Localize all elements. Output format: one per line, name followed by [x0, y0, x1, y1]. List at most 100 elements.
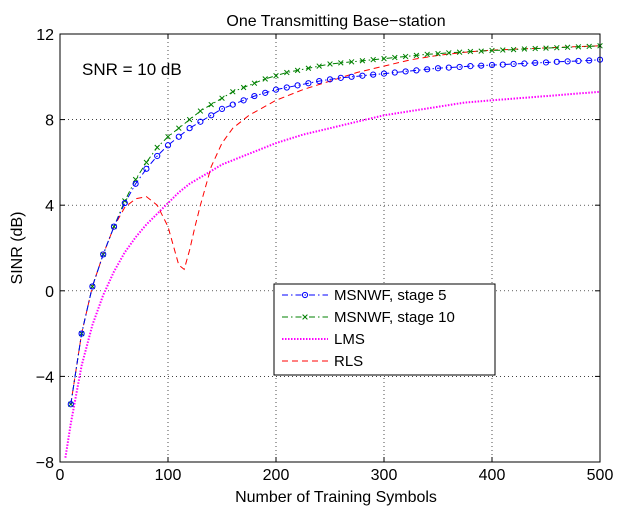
series-line: [70, 45, 601, 405]
data-point-x: [478, 48, 484, 54]
data-point-x: [294, 67, 301, 74]
y-tick-label: −8: [36, 455, 54, 472]
legend-item: LMS: [282, 331, 365, 348]
data-point-x: [489, 47, 495, 54]
data-point-x: [564, 44, 571, 51]
series-line: [70, 59, 601, 405]
x-tick-label: 0: [56, 467, 65, 484]
data-point-circle: [175, 133, 182, 140]
legend-label: MSNWF, stage 5: [334, 287, 447, 304]
series-line: [64, 90, 601, 458]
series-2: [64, 90, 601, 458]
axis-ticks: 0 100 200 300 400 500 −8 −4 0 4 8 12: [36, 27, 614, 484]
data-point-circle: [326, 76, 334, 83]
data-point-circle: [229, 101, 236, 108]
y-tick-label: 4: [45, 198, 54, 215]
x-tick-label: 100: [155, 467, 182, 484]
data-point-x: [197, 108, 204, 114]
series-0: [67, 56, 604, 408]
data-point-circle: [510, 60, 517, 68]
data-point-x: [219, 95, 225, 101]
y-tick-label: −4: [36, 369, 54, 386]
data-point-x: [554, 44, 560, 51]
data-point-x: [413, 52, 420, 59]
data-point-x: [532, 45, 538, 52]
data-point-circle: [78, 330, 85, 337]
data-point-circle: [575, 57, 582, 65]
data-point-circle: [424, 66, 431, 73]
data-point-circle: [305, 80, 312, 87]
chart-legend: MSNWF, stage 5 MSNWF, stage 10 LMS RLS: [273, 283, 496, 376]
data-point-x: [500, 47, 506, 53]
data-point-circle: [89, 283, 96, 290]
legend-item: RLS: [282, 353, 363, 370]
data-point-circle: [154, 152, 161, 160]
data-point-circle: [488, 61, 496, 69]
data-point-x: [327, 61, 333, 67]
data-point-x: [302, 314, 308, 320]
data-point-circle: [143, 165, 150, 172]
data-point-x: [284, 69, 290, 76]
legend-label: LMS: [334, 331, 365, 348]
series-3: [70, 45, 601, 405]
data-point-circle: [218, 105, 226, 113]
data-point-circle: [294, 82, 301, 89]
data-point-x: [262, 76, 268, 82]
data-point-circle: [370, 71, 377, 78]
data-point-x: [348, 59, 355, 65]
data-point-circle: [240, 97, 247, 104]
data-point-circle: [467, 63, 474, 70]
y-tick-label: 8: [45, 113, 54, 130]
legend-item: MSNWF, stage 5: [282, 287, 447, 304]
data-point-circle: [402, 68, 409, 75]
data-point-circle: [301, 291, 309, 299]
data-point-circle: [164, 142, 172, 149]
data-point-circle: [553, 58, 560, 65]
data-point-x: [392, 54, 398, 61]
data-point-x: [251, 80, 258, 86]
data-point-circle: [251, 92, 258, 100]
x-tick-label: 500: [587, 467, 614, 484]
data-point-x: [305, 65, 312, 71]
plot-series: [64, 43, 604, 458]
data-point-circle: [434, 65, 442, 72]
data-point-circle: [283, 84, 290, 91]
data-point-x: [165, 133, 171, 140]
data-point-circle: [532, 59, 539, 66]
data-point-x: [586, 43, 592, 50]
data-point-x: [402, 53, 409, 60]
data-point-circle: [380, 70, 388, 77]
data-point-circle: [316, 77, 323, 85]
data-point-x: [456, 49, 463, 55]
y-tick-label: 12: [36, 27, 54, 44]
data-point-circle: [521, 60, 528, 67]
data-point-x: [510, 46, 517, 53]
data-point-circle: [208, 112, 215, 119]
data-point-circle: [542, 59, 550, 66]
data-point-circle: [100, 251, 107, 258]
data-point-x: [381, 55, 387, 62]
data-point-x: [143, 159, 150, 166]
x-tick-label: 200: [263, 467, 290, 484]
data-point-circle: [110, 223, 118, 230]
data-point-x: [446, 50, 452, 56]
chart-title: One Transmitting Base−station: [226, 13, 445, 30]
data-point-x: [154, 144, 160, 151]
data-point-x: [575, 44, 582, 50]
data-point-x: [208, 101, 214, 108]
data-point-circle: [67, 401, 74, 408]
data-point-x: [338, 60, 344, 66]
legend-item: MSNWF, stage 10: [282, 309, 455, 326]
data-point-circle: [499, 61, 506, 68]
snr-annotation: SNR = 10 dB: [82, 60, 182, 79]
x-tick-label: 300: [371, 467, 398, 484]
data-point-x: [370, 56, 376, 63]
data-point-x: [467, 48, 474, 55]
data-point-circle: [337, 74, 344, 81]
data-point-circle: [348, 73, 355, 80]
data-point-circle: [197, 118, 204, 125]
series-line: [70, 45, 601, 405]
legend-box: [273, 283, 496, 376]
data-point-x: [543, 45, 549, 51]
